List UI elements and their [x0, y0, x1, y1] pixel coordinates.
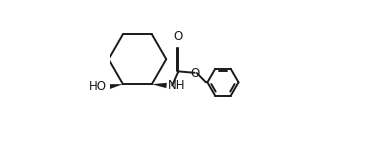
- Text: O: O: [174, 30, 183, 43]
- Polygon shape: [152, 83, 167, 88]
- Text: HO: HO: [89, 80, 107, 93]
- Text: NH: NH: [168, 79, 185, 92]
- Text: O: O: [190, 67, 199, 80]
- Polygon shape: [108, 84, 123, 89]
